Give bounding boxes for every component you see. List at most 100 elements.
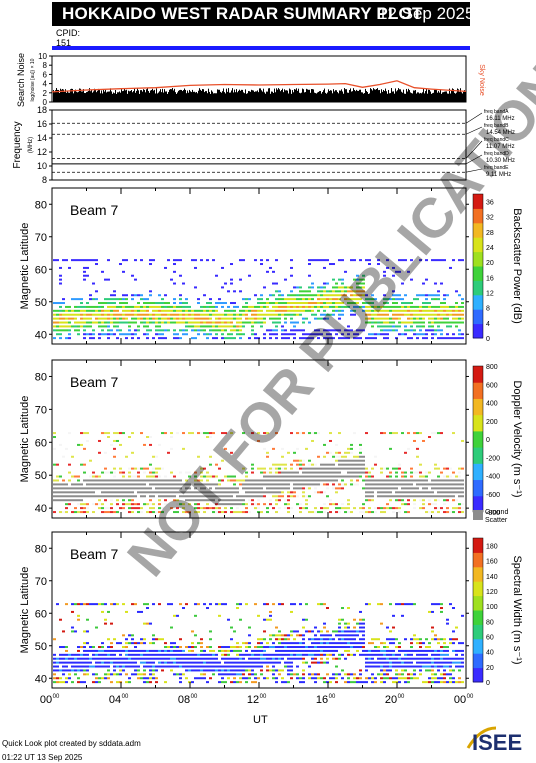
- width-cell: [251, 657, 254, 660]
- width-cell: [425, 653, 428, 656]
- power-cell: [371, 325, 374, 328]
- noise-bar: [78, 91, 79, 102]
- width-cell: [437, 669, 440, 672]
- power-cell: [173, 337, 176, 340]
- power-cell: [56, 325, 59, 328]
- width-cell: [365, 661, 368, 664]
- power-cell: [344, 286, 347, 289]
- velocity-cell: [308, 495, 311, 498]
- width-cell: [161, 661, 164, 664]
- velocity-cell: [179, 479, 182, 482]
- power-cell: [338, 259, 341, 262]
- noise-bar: [243, 92, 244, 102]
- noise-bar: [426, 88, 427, 102]
- width-cell: [368, 653, 371, 656]
- power-cell: [308, 337, 311, 340]
- width-colorbar-segment: [473, 667, 483, 683]
- velocity-cells: [53, 432, 464, 514]
- noise-bar: [229, 92, 230, 102]
- power-cell: [344, 294, 347, 297]
- power-cell: [419, 313, 422, 316]
- power-ytick-label: 50: [35, 297, 47, 309]
- velocity-cell: [98, 507, 101, 510]
- velocity-cell: [59, 443, 62, 446]
- velocity-cell: [281, 467, 284, 470]
- power-cell: [263, 321, 266, 324]
- power-cell: [341, 282, 344, 285]
- width-cell: [164, 649, 167, 652]
- velocity-cell: [443, 483, 446, 486]
- velocity-cell: [104, 511, 107, 514]
- velocity-cell: [209, 495, 212, 498]
- power-cell: [395, 329, 398, 332]
- velocity-cell: [77, 491, 80, 494]
- power-cell: [215, 305, 218, 308]
- width-colorbar-segment: [473, 653, 483, 669]
- width-cell: [134, 661, 137, 664]
- width-cell: [101, 646, 104, 649]
- velocity-cell: [335, 487, 338, 490]
- width-cell: [299, 646, 302, 649]
- power-cell: [218, 325, 221, 328]
- velocity-cell: [218, 467, 221, 470]
- power-cell: [431, 317, 434, 320]
- velocity-cell: [182, 491, 185, 494]
- power-cell: [383, 270, 386, 273]
- power-cell: [104, 333, 107, 336]
- power-cell: [332, 263, 335, 266]
- power-cell: [89, 309, 92, 312]
- velocity-cell: [98, 451, 101, 454]
- velocity-cell: [143, 495, 146, 498]
- velocity-cell: [200, 499, 203, 502]
- power-cell: [233, 317, 236, 320]
- velocity-cell: [452, 479, 455, 482]
- power-cell: [299, 294, 302, 297]
- velocity-cell: [80, 511, 83, 514]
- power-cell: [119, 317, 122, 320]
- velocity-cell: [368, 511, 371, 514]
- power-cell: [203, 309, 206, 312]
- power-cell: [77, 309, 80, 312]
- width-cell: [266, 677, 269, 680]
- velocity-cell: [263, 471, 266, 474]
- width-cell: [356, 622, 359, 625]
- width-cell: [347, 638, 350, 641]
- velocity-cell: [428, 491, 431, 494]
- power-cell: [416, 309, 419, 312]
- velocity-cell: [122, 507, 125, 510]
- power-cell: [326, 317, 329, 320]
- power-cell: [311, 282, 314, 285]
- power-cell: [359, 329, 362, 332]
- velocity-cell: [53, 463, 56, 466]
- velocity-cell: [320, 483, 323, 486]
- power-cell: [83, 325, 86, 328]
- velocity-cell: [125, 483, 128, 486]
- width-cell: [83, 657, 86, 660]
- noise-bar: [55, 90, 56, 102]
- velocity-cell: [389, 491, 392, 494]
- power-cell: [323, 294, 326, 297]
- power-cell: [200, 305, 203, 308]
- width-cell: [185, 646, 188, 649]
- width-cell: [92, 681, 95, 684]
- velocity-cell: [275, 491, 278, 494]
- power-cell: [59, 302, 62, 305]
- width-cell: [374, 646, 377, 649]
- width-cell: [284, 661, 287, 664]
- velocity-cell: [254, 507, 257, 510]
- velocity-cell: [266, 507, 269, 510]
- velocity-cell: [437, 495, 440, 498]
- width-cell: [434, 661, 437, 664]
- ground-scatter-label-2: Scatter: [485, 517, 508, 524]
- width-cell: [287, 638, 290, 641]
- power-cell: [398, 317, 401, 320]
- power-cell: [305, 290, 308, 293]
- width-cell: [365, 603, 368, 606]
- velocity-cell: [107, 483, 110, 486]
- power-cell: [89, 305, 92, 308]
- noise-bar: [265, 93, 266, 102]
- velocity-cell: [383, 507, 386, 510]
- width-cell: [362, 618, 365, 621]
- width-colorbar-segment: [473, 552, 483, 568]
- velocity-cell: [56, 487, 59, 490]
